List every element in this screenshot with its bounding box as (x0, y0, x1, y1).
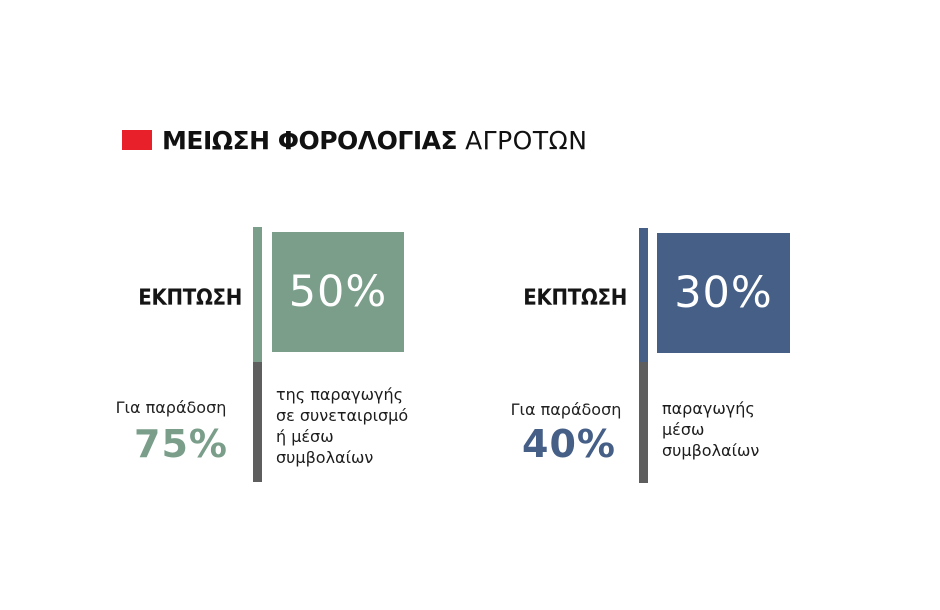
discount-description: παραγωγής μέσω συμβολαίων (662, 398, 759, 461)
description-line: συμβολαίων (276, 448, 374, 467)
description-line: συμβολαίων (662, 441, 760, 460)
description-line: σε συνεταιρισμό (276, 406, 409, 425)
discount-description: της παραγωγής σε συνεταιρισμό ή μέσω συμβολ… (276, 384, 408, 468)
description-line: ή μέσω (276, 427, 334, 446)
description-line: της παραγωγής (276, 385, 403, 404)
discount-value-box: 50% (272, 232, 404, 352)
accent-bar-top (253, 227, 262, 362)
delivery-label: Για παράδοση (510, 400, 622, 419)
description-line: παραγωγής (662, 399, 755, 418)
delivery-percent: 75% (134, 422, 228, 466)
delivery-percent: 40% (522, 422, 616, 466)
discount-value: 50% (288, 267, 388, 317)
accent-bar-top (639, 228, 648, 362)
title-bold: ΜΕΙΩΣΗ ΦΟΡΟΛΟΓΙΑΣ (162, 125, 458, 155)
discount-label: ΕΚΠΤΩΣΗ (138, 286, 242, 311)
discount-value: 30% (674, 268, 773, 318)
description-line: μέσω (662, 420, 705, 439)
discount-label: ΕΚΠΤΩΣΗ (523, 286, 627, 311)
title-light: ΑΓΡΟΤΩΝ (465, 125, 588, 155)
accent-bar-bottom (639, 362, 648, 483)
accent-bar-bottom (253, 362, 262, 482)
title-marker (122, 130, 152, 150)
infographic-title: ΜΕΙΩΣΗ ΦΟΡΟΛΟΓΙΑΣ ΑΓΡΟΤΩΝ (122, 122, 587, 158)
delivery-label: Για παράδοση (115, 398, 227, 417)
discount-value-box: 30% (657, 233, 790, 353)
